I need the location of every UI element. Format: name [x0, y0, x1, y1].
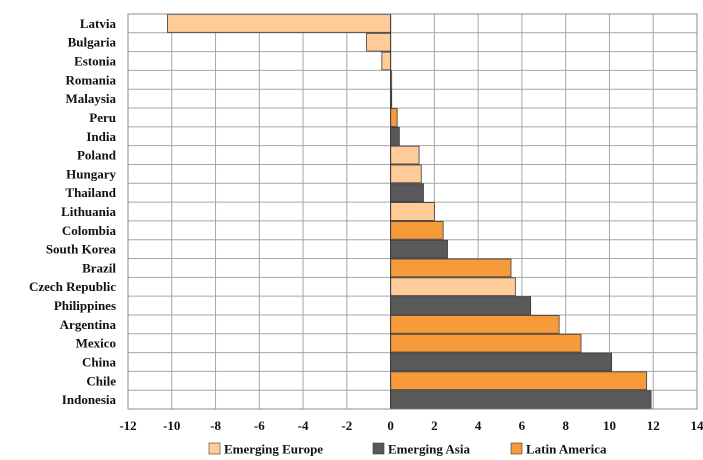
category-label-china: China	[82, 354, 116, 369]
category-label-malaysia: Malaysia	[65, 91, 116, 106]
x-tick-label: -2	[341, 418, 352, 433]
legend-item-latin-america: Latin America	[510, 442, 607, 457]
bar-latvia	[166, 14, 392, 33]
bar-peru	[390, 108, 398, 127]
bars	[166, 14, 652, 409]
bar-india	[390, 126, 400, 146]
category-labels: Latvia Bulgaria Estonia Romania Malaysia Peru…	[29, 16, 117, 407]
legend-swatch	[510, 442, 523, 455]
category-label-south-korea: South Korea	[46, 242, 117, 257]
category-label-philippines: Philippines	[54, 298, 116, 313]
category-label-romania: Romania	[65, 72, 116, 87]
x-tick-label: -12	[119, 418, 136, 433]
category-label-india: India	[86, 129, 116, 144]
bar-indonesia	[390, 390, 652, 409]
category-label-hungary: Hungary	[66, 166, 116, 181]
bar-czech-republic	[390, 277, 516, 297]
category-label-latvia: Latvia	[80, 16, 117, 31]
legend-label: Emerging Asia	[388, 442, 470, 457]
legend-swatch	[208, 442, 221, 455]
legend-swatch	[372, 442, 385, 455]
bar-south-korea	[390, 239, 448, 259]
bar-chile	[390, 371, 648, 391]
bar-hungary	[390, 164, 422, 184]
x-tick-label: -8	[210, 418, 221, 433]
bar-thailand	[390, 183, 424, 202]
bar-mexico	[390, 333, 582, 353]
category-label-colombia: Colombia	[62, 223, 117, 238]
plot-border	[127, 13, 698, 410]
legend-label: Emerging Europe	[224, 442, 323, 457]
bar-estonia	[381, 51, 392, 71]
category-label-poland: Poland	[77, 148, 117, 163]
bar-poland	[390, 145, 420, 165]
category-label-lithuania: Lithuania	[61, 204, 116, 219]
bar-bulgaria	[366, 32, 392, 52]
x-tick-label: 14	[691, 418, 703, 433]
bar-argentina	[390, 315, 560, 334]
x-tick-label: 6	[519, 418, 526, 433]
category-label-mexico: Mexico	[76, 336, 116, 351]
category-label-czech-republic: Czech Republic	[29, 279, 116, 294]
bar-brazil	[390, 258, 512, 278]
x-tick-label: 8	[562, 418, 569, 433]
legend-item-emerging-europe: Emerging Europe	[208, 442, 323, 457]
x-tick-label: 0	[387, 418, 394, 433]
x-axis-tick-labels: -12 -10 -8 -6 -4 -2 0 2 4 6 8 10 12 14	[119, 418, 703, 433]
legend: Emerging Europe Emerging Asia Latin Americ…	[208, 442, 607, 457]
bar-lithuania	[390, 202, 435, 221]
legend-item-emerging-asia: Emerging Asia	[372, 442, 470, 457]
category-label-indonesia: Indonesia	[62, 392, 117, 407]
bar-philippines	[390, 296, 532, 315]
category-label-peru: Peru	[89, 110, 116, 125]
category-label-thailand: Thailand	[65, 185, 116, 200]
category-label-argentina: Argentina	[60, 317, 117, 332]
x-tick-label: -4	[298, 418, 309, 433]
x-tick-label: 2	[431, 418, 438, 433]
x-tick-label: 12	[647, 418, 660, 433]
bar-colombia	[390, 221, 444, 240]
x-tick-label: 4	[475, 418, 482, 433]
category-label-bulgaria: Bulgaria	[68, 35, 117, 50]
bar-china	[390, 352, 613, 372]
category-label-chile: Chile	[86, 373, 116, 388]
legend-label: Latin America	[526, 442, 607, 457]
x-tick-label: -6	[254, 418, 265, 433]
category-label-estonia: Estonia	[74, 54, 116, 69]
x-tick-label: 10	[603, 418, 616, 433]
category-label-brazil: Brazil	[82, 260, 116, 275]
x-tick-label: -10	[163, 418, 180, 433]
